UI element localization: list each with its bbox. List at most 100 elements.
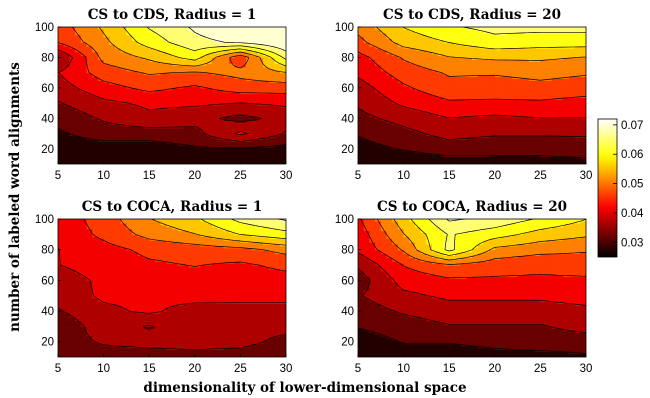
contour-cell [472,108,479,112]
contour-cell [120,114,127,118]
contour-cell [246,38,253,41]
contour-cell [263,47,270,51]
contour-cell [103,97,110,100]
contour-cell [126,148,133,152]
contour-cell [489,129,496,133]
contour-cell [160,84,167,87]
contour-cell [460,55,467,59]
contour-cell [75,150,82,154]
contour-cell [392,144,399,148]
contour-cell [229,116,236,119]
contour-cell [92,133,99,137]
contour-cell [477,99,484,102]
contour-cell [375,51,382,55]
contour-cell [466,32,473,36]
contour-cell [375,148,382,152]
contour-cell [369,144,376,148]
contour-cell [397,28,405,32]
contour-cell [75,80,82,83]
contour-cell [183,34,190,38]
contour-cell [483,97,490,100]
contour-cell [80,122,88,125]
contour-cell [80,87,88,91]
contour-cell [75,70,82,74]
contour-cell [511,143,519,146]
contour-cell [489,116,496,119]
contour-cell [80,106,88,110]
contour-cell [200,152,207,156]
contour-cell [449,68,456,72]
contour-cell [69,27,76,30]
contour-cell [223,95,230,98]
contour-cell [449,108,456,112]
contour-cell [160,55,167,59]
contour-cell [75,85,82,89]
contour-cell [437,82,445,85]
contour-cell [240,53,247,57]
contour-cell [120,122,127,125]
contour-cell [489,27,496,30]
contour-cell [477,65,484,68]
contour-cell [358,124,365,127]
contour-cell [460,162,467,164]
contour-cell [211,59,219,62]
contour-cell [375,63,382,66]
contour-cell [268,139,276,142]
contour-cell [97,118,105,121]
contour-cell [234,139,241,142]
contour-cell [274,150,281,154]
contour-cell [69,47,76,51]
contour-cell [200,93,207,97]
contour-cell [437,105,445,108]
contour-cell [511,152,519,156]
contour-cell [426,32,433,36]
contour-cell [392,137,399,140]
contour-cell [506,53,513,57]
contour-cell [397,160,405,163]
contour-cell [69,66,76,70]
contour-cell [517,84,524,87]
contour-cell [460,85,467,89]
contour-cell [132,122,139,125]
contour-cell [206,143,213,146]
contour-cell [80,72,88,76]
contour-cell [494,127,502,131]
contour-cell [80,40,88,43]
contour-cell [517,63,524,66]
contour-cell [75,61,82,64]
contour-cell [217,34,224,38]
contour-cell [449,72,456,76]
contour-cell [143,154,150,157]
contour-cell [397,91,405,95]
contour-cell [506,106,513,110]
contour-cell [92,99,99,102]
contour-cell [172,110,179,114]
contour-cell [115,116,122,119]
contour-cell [137,152,145,156]
contour-cell [268,65,276,68]
contour-cell [257,162,264,164]
contour-cell [257,46,264,49]
contour-cell [403,105,410,108]
contour-cell [437,49,445,53]
contour-cell [500,160,507,163]
contour-cell [517,105,524,108]
contour-cell [369,87,376,91]
contour-cell [489,148,496,152]
contour-cell [189,156,196,159]
contour-cell [363,106,370,110]
contour-cell [137,44,145,47]
contour-cell [263,118,270,121]
contour-cell [240,84,247,87]
contour-cell [460,80,467,83]
contour-cell [194,28,202,32]
contour-cell [115,89,122,93]
contour-cell [240,78,247,81]
contour-cell [386,59,393,62]
contour-cell [415,46,422,49]
contour-cell [517,152,524,156]
contour-cell [420,70,427,74]
contour-cell [358,27,365,30]
contour-cell [132,108,139,112]
contour-cell [126,118,133,121]
